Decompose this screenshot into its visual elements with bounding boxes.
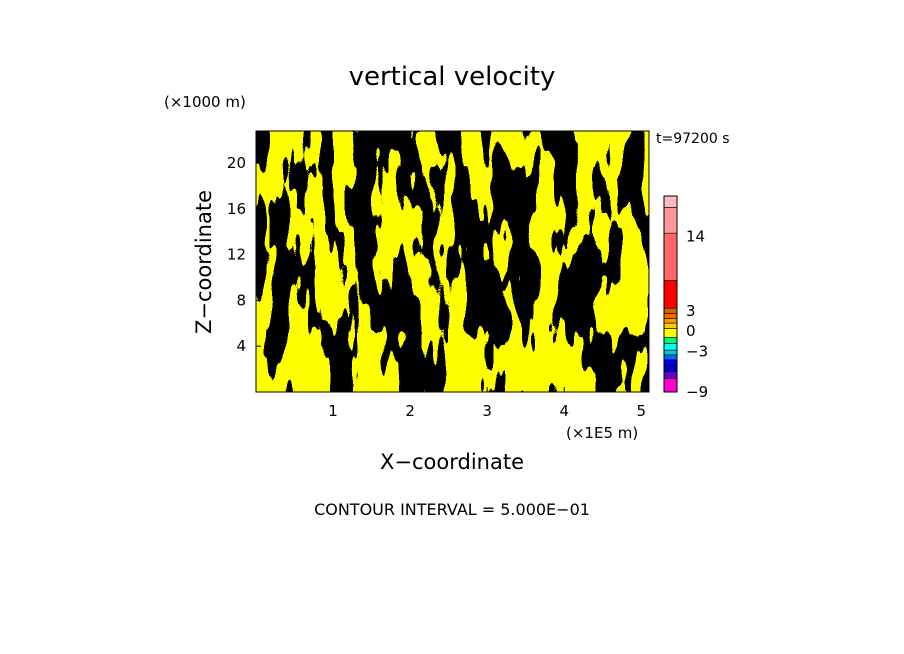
field-negative-region	[256, 131, 649, 392]
y-tick-label: 12	[227, 246, 246, 264]
colorbar-tick-label: 14	[686, 228, 705, 246]
colorbar-band	[663, 318, 678, 324]
colorbar-tick-label: 0	[686, 322, 696, 340]
colorbar-frame	[663, 195, 678, 393]
colorbar-band	[663, 354, 678, 361]
colorbar-band	[663, 207, 678, 234]
colorbar-band	[663, 195, 678, 208]
colorbar	[663, 195, 678, 393]
colorbar-band	[663, 280, 678, 309]
colorbar-band	[663, 307, 678, 314]
colorbar-band	[663, 343, 678, 351]
colorbar-tick-labels: 14 3 0 −3 −9	[686, 228, 708, 401]
colorbar-tick-label: −9	[686, 383, 708, 401]
plot-frame	[255, 130, 650, 393]
colorbar-band	[663, 364, 678, 373]
time-label: t=97200 s	[656, 131, 730, 147]
x-tick-label: 3	[482, 402, 492, 420]
colorbar-band	[663, 359, 678, 366]
colorbar-band	[663, 313, 678, 319]
colorbar-band	[663, 378, 678, 393]
y-tick-label: 8	[236, 291, 246, 309]
x-axis-ticks: 1 2 3 4 5	[328, 387, 646, 420]
colorbar-band	[663, 349, 678, 356]
contour-interval-label: CONTOUR INTERVAL = 5.000E−01	[314, 500, 590, 519]
y-axis-title: Z−coordinate	[192, 190, 216, 334]
colorbar-band	[663, 336, 678, 344]
y-tick-label: 16	[227, 200, 246, 218]
x-axis-title: X−coordinate	[380, 450, 524, 474]
plot-area	[255, 130, 650, 393]
field-negative-group	[256, 131, 649, 392]
x-tick-label: 4	[559, 402, 569, 420]
colorbar-band	[663, 232, 678, 281]
x-unit-label: (×1E5 m)	[566, 424, 638, 442]
y-unit-label: (×1000 m)	[164, 93, 246, 111]
x-tick-label: 1	[328, 402, 338, 420]
colorbar-band	[663, 328, 678, 338]
colorbar-tick-label: 3	[686, 302, 696, 320]
chart-title: vertical velocity	[349, 62, 556, 92]
x-tick-label: 2	[405, 402, 415, 420]
colorbar-band	[663, 322, 678, 329]
colorbar-band	[663, 371, 678, 379]
y-tick-label: 20	[227, 154, 246, 172]
colorbar-tick-label: −3	[686, 342, 708, 360]
x-tick-label: 5	[637, 402, 647, 420]
y-axis-ticks: 4 8 12 16 20	[227, 154, 261, 355]
y-tick-label: 4	[236, 337, 246, 355]
